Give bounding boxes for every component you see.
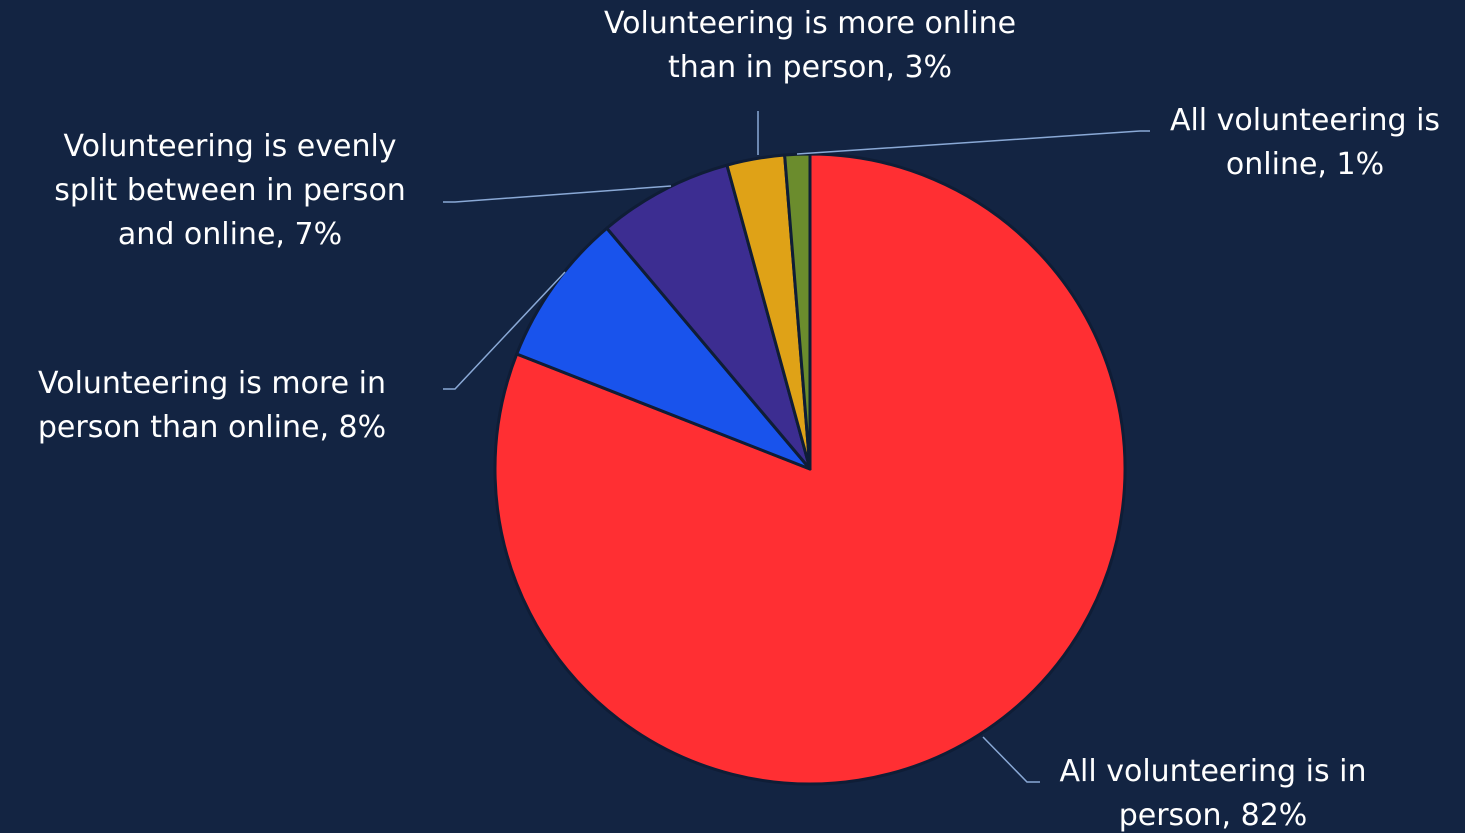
pie-slice-1: [493, 152, 1127, 786]
leader-line-3: [443, 185, 672, 203]
slice-label-4-line-1: Volunteering is more online: [604, 6, 1016, 41]
pie-slices: [493, 152, 1127, 786]
slice-label-4: Volunteering is more online than in perso…: [604, 6, 1016, 85]
leader-line-1: [982, 736, 1040, 783]
slice-label-2: Volunteering is more in person than onlin…: [38, 366, 386, 445]
slice-label-2-line-1: Volunteering is more in: [38, 366, 386, 401]
slice-label-3: Volunteering is evenly split between in p…: [54, 129, 406, 252]
leader-line-5: [796, 130, 1150, 155]
leader-lines: [443, 111, 1150, 783]
slice-label-1-line-2: person, 82%: [1119, 798, 1308, 833]
slice-label-1-line-1: All volunteering is in: [1060, 754, 1367, 789]
slice-label-4-line-2: than in person, 3%: [668, 50, 952, 85]
slice-label-3-line-1: Volunteering is evenly: [63, 129, 396, 164]
slice-label-2-line-2: person than online, 8%: [38, 410, 386, 445]
slice-label-3-line-2: split between in person: [54, 173, 406, 208]
slice-label-5-line-1: All volunteering is: [1170, 103, 1440, 138]
leader-line-2: [443, 271, 566, 390]
slice-label-5: All volunteering is online, 1%: [1170, 103, 1440, 182]
pie-slice-3: [605, 163, 812, 471]
slice-label-5-line-2: online, 1%: [1226, 147, 1384, 182]
slice-label-3-line-3: and online, 7%: [118, 217, 342, 252]
pie-slice-2: [515, 226, 812, 471]
data-labels: All volunteering is in person, 82% Volunte…: [38, 6, 1440, 833]
slice-label-1: All volunteering is in person, 82%: [1060, 754, 1367, 833]
